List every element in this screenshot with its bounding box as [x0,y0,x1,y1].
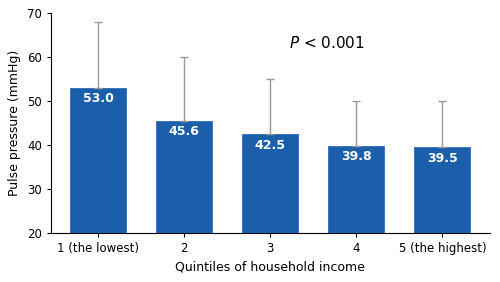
Bar [70,88,126,233]
X-axis label: Quintiles of household income: Quintiles of household income [176,261,365,274]
Text: 39.5: 39.5 [427,152,458,165]
Bar [328,146,384,233]
Bar [242,134,298,233]
Text: 39.8: 39.8 [341,151,372,164]
Text: 53.0: 53.0 [82,92,114,105]
Y-axis label: Pulse pressure (mmHg): Pulse pressure (mmHg) [8,50,22,196]
Text: 42.5: 42.5 [254,138,286,152]
Bar [156,121,212,233]
Text: 45.6: 45.6 [168,125,200,138]
Bar [414,147,470,233]
Text: $\it{P}$ < 0.001: $\it{P}$ < 0.001 [290,35,365,51]
